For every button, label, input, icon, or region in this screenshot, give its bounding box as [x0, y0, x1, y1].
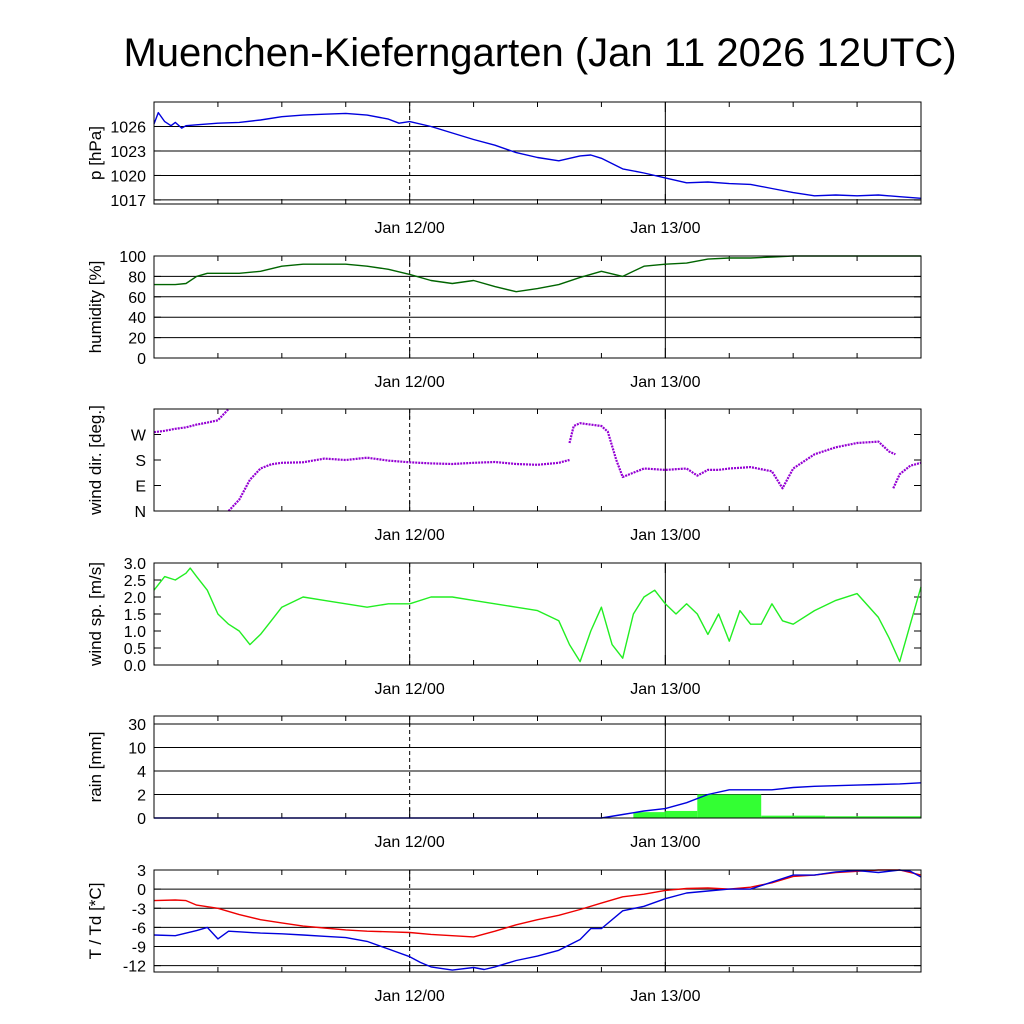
- x-tick-label: Jan 12/00: [375, 681, 445, 698]
- y-tick-label: N: [134, 504, 146, 521]
- rain-bar: [633, 812, 666, 818]
- y-tick-label: 4: [137, 764, 146, 781]
- y-tick-label: 3.0: [124, 556, 146, 573]
- plot-frame: [153, 408, 922, 512]
- y-tick-label: 40: [128, 310, 146, 327]
- rain-bar: [665, 810, 698, 818]
- y-tick-label: 1.5: [124, 607, 146, 624]
- panel-humidity: 0 20 40 60 80 100 Jan 12/00 Jan 13/00 humidity […: [86, 249, 922, 391]
- y-tick-label: 0: [137, 351, 146, 368]
- y-tick-label: 2.0: [124, 590, 146, 607]
- series-wind-dir-d: [892, 461, 922, 489]
- x-tick-label: Jan 12/00: [375, 220, 445, 237]
- panel-pressure: 1017 1020 1023 1026 Jan 12/00 Jan 13/00 p [hPa…: [86, 101, 922, 237]
- y-tick-label: 60: [128, 290, 146, 307]
- panel-temperature_dewpoint: -12 -9 -6 -3 0 3 Jan 12/00 Jan 13/00 T / Td [*C]: [86, 863, 922, 1005]
- y-tick-label: 1020: [110, 168, 146, 185]
- rain-bar: [761, 815, 826, 818]
- series-p: [153, 111, 922, 199]
- x-tick-label: Jan 12/00: [375, 374, 445, 391]
- y-tick-label: 100: [119, 249, 146, 266]
- series-wind-dir-c: [568, 422, 896, 490]
- series-wind-dir-a: [153, 408, 230, 434]
- panel-rain: 0 2 4 10 30 Jan 12/00 Jan 13/00 rain [mm]: [86, 715, 922, 851]
- y-tick-label: 1023: [110, 144, 146, 161]
- y-tick-label: 0: [137, 811, 146, 828]
- y-tick-label: -9: [132, 940, 146, 957]
- y-tick-label: 0.5: [124, 641, 146, 658]
- series-cumulative-rain: [154, 782, 922, 819]
- x-tick-label: Jan 12/00: [375, 988, 445, 1005]
- series-wind-dir-b: [227, 456, 570, 512]
- y-tick-label: 2: [137, 788, 146, 805]
- x-tick-label: Jan 13/00: [630, 681, 700, 698]
- x-tick-label: Jan 13/00: [630, 527, 700, 544]
- y-tick-label: W: [131, 428, 147, 445]
- x-tick-label: Jan 13/00: [630, 988, 700, 1005]
- x-tick-label: Jan 13/00: [630, 374, 700, 391]
- y-axis-label: wind sp. [m/s]: [86, 562, 105, 667]
- x-tick-label: Jan 12/00: [375, 834, 445, 851]
- y-tick-label: 1.0: [124, 624, 146, 641]
- y-axis-label: T / Td [*C]: [86, 883, 105, 960]
- y-tick-label: -3: [132, 901, 146, 918]
- plot-frame: [153, 255, 922, 359]
- series-td: [153, 869, 922, 971]
- y-axis-label: p [hPa]: [86, 126, 105, 180]
- x-tick-label: Jan 12/00: [375, 527, 445, 544]
- plot-frame: [153, 562, 922, 666]
- y-tick-label: 20: [128, 331, 146, 348]
- y-tick-label: 10: [128, 741, 146, 758]
- series-wind-speed: [153, 567, 922, 663]
- series-t: [153, 869, 922, 938]
- panel-wind_speed: 0.00.51.01.52.02.53.0 Jan 12/00 Jan 13/00 w…: [86, 556, 922, 698]
- y-axis-label: rain [mm]: [86, 732, 105, 803]
- series-humidity: [154, 255, 921, 293]
- y-tick-label: 2.5: [124, 573, 146, 590]
- y-axis-label: humidity [%]: [86, 261, 105, 354]
- y-tick-label: 80: [128, 269, 146, 286]
- chart-title: Muenchen-Kieferngarten (Jan 11 2026 12UT…: [123, 31, 956, 75]
- rain-bar: [825, 816, 921, 818]
- y-tick-label: 1026: [110, 119, 146, 136]
- y-tick-label: -12: [123, 959, 146, 976]
- plot-frame: [153, 715, 922, 819]
- y-tick-label: 0: [137, 882, 146, 899]
- plot-frame: [153, 869, 922, 973]
- y-tick-label: 0.0: [124, 658, 146, 675]
- y-tick-label: 1017: [110, 193, 146, 210]
- y-tick-label: 3: [137, 863, 146, 880]
- x-tick-label: Jan 13/00: [630, 834, 700, 851]
- rain-bar: [697, 794, 762, 818]
- plot-frame: [153, 101, 922, 205]
- y-tick-label: S: [135, 453, 146, 470]
- y-tick-label: -6: [132, 920, 146, 937]
- x-tick-label: Jan 13/00: [630, 220, 700, 237]
- y-tick-label: 30: [128, 717, 146, 734]
- y-axis-label: wind dir. [deg.]: [86, 405, 105, 516]
- y-tick-label: E: [135, 479, 146, 496]
